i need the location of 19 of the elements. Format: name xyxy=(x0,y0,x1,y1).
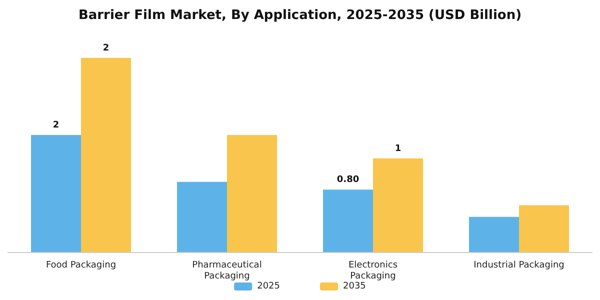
bar xyxy=(81,58,131,252)
x-tick-label: Pharmaceutical Packaging xyxy=(192,260,262,282)
legend-label: 2025 xyxy=(257,282,280,292)
x-tick-label: Industrial Packaging xyxy=(474,260,564,270)
bar xyxy=(323,190,373,252)
data-label: 2 xyxy=(102,43,110,54)
bar xyxy=(519,205,569,252)
data-label: 1 xyxy=(394,144,402,154)
x-tick-label: Food Packaging xyxy=(46,260,116,270)
chart-title: Barrier Film Market, By Application, 2025-2035 (USD Billion) xyxy=(78,8,522,23)
data-label: 0.80 xyxy=(336,175,360,186)
data-label: 2 xyxy=(52,120,60,131)
bar xyxy=(177,182,227,252)
x-tick-label: Electronics Packaging xyxy=(348,260,398,282)
bar xyxy=(469,216,519,252)
bar xyxy=(373,158,423,252)
bar xyxy=(227,135,277,252)
legend-label: 2035 xyxy=(343,282,366,292)
bar xyxy=(31,135,81,252)
